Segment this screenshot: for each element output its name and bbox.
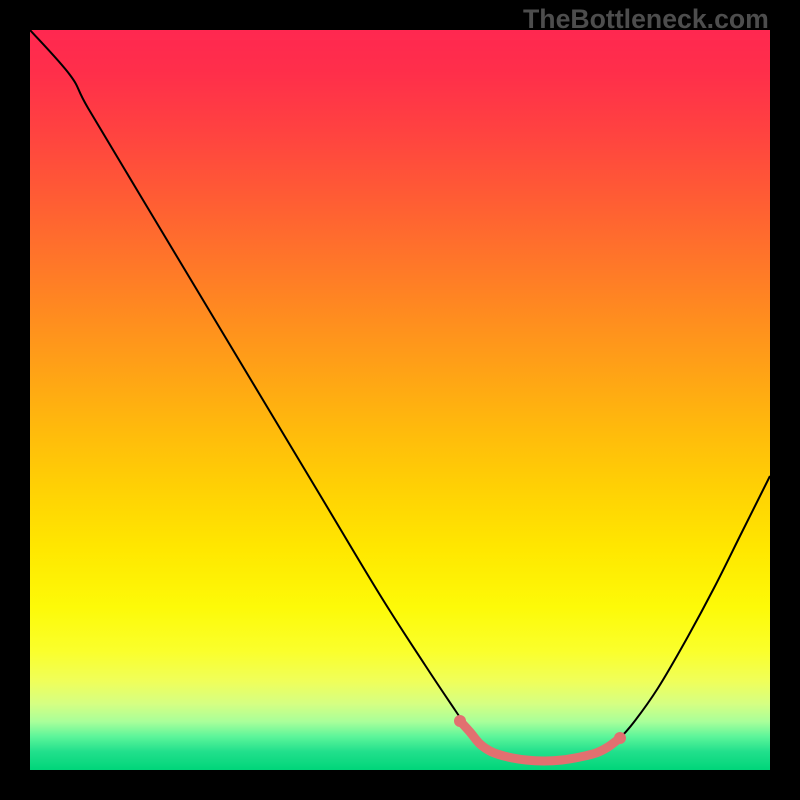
watermark-text: TheBottleneck.com [523,4,769,35]
optimal-range-start-marker [454,715,466,727]
gradient-background [30,30,770,770]
bottleneck-chart [0,0,800,800]
optimal-range-end-marker [614,732,626,744]
